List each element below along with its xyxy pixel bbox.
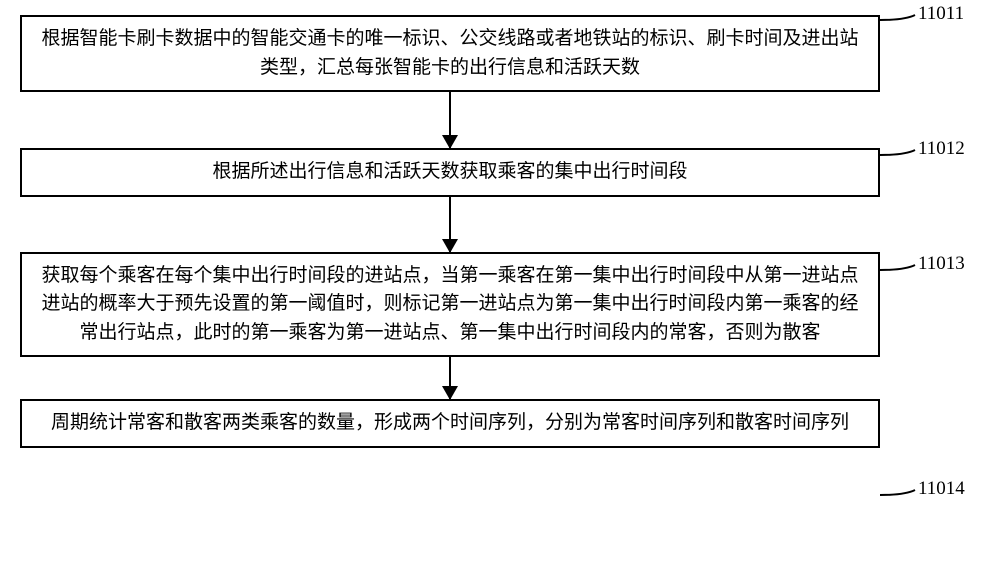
step-label-3: 11013 [918,253,965,275]
step-text: 获取每个乘客在每个集中出行时间段的进站点，当第一乘客在第一集中出行时间段中从第一… [41,265,858,343]
step-text: 根据智能卡刷卡数据中的智能交通卡的唯一标识、公交线路或者地铁站的标识、刷卡时间及… [41,28,858,78]
flowchart-step-3: 获取每个乘客在每个集中出行时间段的进站点，当第一乘客在第一集中出行时间段中从第一… [20,252,880,358]
arrow-2 [449,197,451,252]
step-label-4: 11014 [918,478,965,500]
arrow-container-2 [20,197,880,252]
step-text: 根据所述出行信息和活跃天数获取乘客的集中出行时间段 [212,161,687,182]
arrow-container-1 [20,92,880,148]
step-text: 周期统计常客和散客两类乘客的数量，形成两个时间序列，分别为常客时间序列和散客时间… [51,412,849,433]
arrow-container-3 [20,357,880,399]
flowchart-step-2: 根据所述出行信息和活跃天数获取乘客的集中出行时间段 [20,148,880,197]
step-label-1: 11011 [918,3,964,25]
flowchart-step-4: 周期统计常客和散客两类乘客的数量，形成两个时间序列，分别为常客时间序列和散客时间… [20,399,880,448]
step-label-2: 11012 [918,138,965,160]
arrow-1 [449,92,451,148]
arrow-3 [449,357,451,399]
flowchart-step-1: 根据智能卡刷卡数据中的智能交通卡的唯一标识、公交线路或者地铁站的标识、刷卡时间及… [20,15,880,92]
flowchart-container: 根据智能卡刷卡数据中的智能交通卡的唯一标识、公交线路或者地铁站的标识、刷卡时间及… [20,15,980,448]
